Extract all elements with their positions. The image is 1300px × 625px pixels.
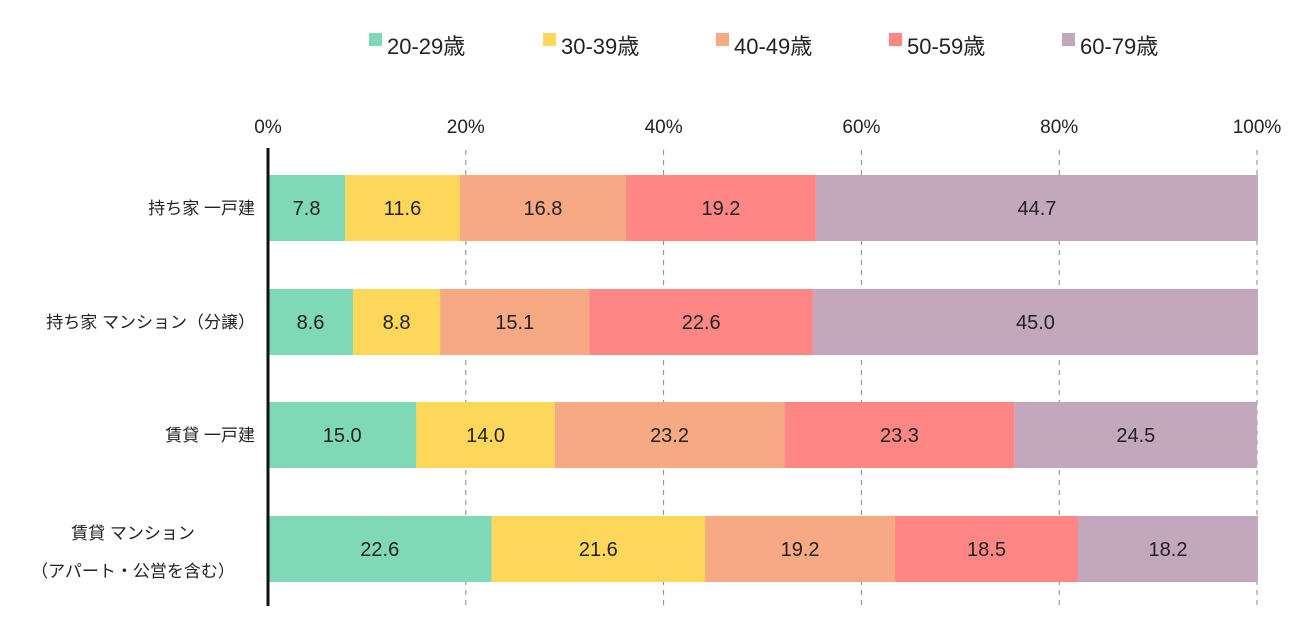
data-label: 18.5 (967, 539, 1006, 561)
x-tick-label: 80% (1040, 117, 1078, 138)
data-label: 16.8 (523, 198, 562, 220)
bar-segment (459, 175, 627, 241)
bar-segment (416, 402, 555, 468)
data-label: 15.0 (323, 425, 362, 447)
bar-segment (268, 402, 417, 468)
data-label: 22.6 (360, 539, 399, 561)
bar-row: 22.6 21.6 19.2 18.5 18.2 (268, 516, 1258, 582)
category-label: 持ち家 マンション（分譲） (46, 313, 255, 332)
bar-segment (353, 289, 441, 355)
legend-label: 40-49歳 (734, 34, 812, 59)
data-label: 19.2 (781, 539, 820, 561)
data-label: 8.8 (383, 312, 411, 334)
data-label: 15.1 (495, 312, 534, 334)
legend-item: 40-49歳 (716, 33, 812, 59)
bar-row: 8.6 8.8 15.1 22.6 45.0 (268, 289, 1258, 355)
legend-swatch (369, 33, 382, 46)
bar-segment (440, 289, 590, 355)
data-label: 11.6 (384, 198, 421, 220)
legend-item: 20-29歳 (369, 33, 465, 59)
bars: 7.8 11.6 16.8 19.2 44.7 8.6 8.8 15.1 22.6 45.0 15.… (268, 175, 1258, 582)
category-label: （アパート・公営を含む） (31, 562, 235, 581)
legend-swatch (543, 33, 556, 46)
data-label: 23.3 (880, 425, 919, 447)
data-label: 14.0 (466, 425, 505, 447)
bar-segment (1014, 402, 1257, 468)
bar-segment (491, 516, 706, 582)
data-label: 44.7 (1017, 198, 1056, 220)
legend-label: 30-39歳 (561, 34, 639, 59)
bar-row: 15.0 14.0 23.2 23.3 24.5 (268, 402, 1257, 468)
bar-segment (812, 289, 1258, 355)
x-tick-label: 0% (254, 117, 282, 138)
category-label: 賃貸 一戸建 (165, 426, 255, 445)
bar-segment (705, 516, 896, 582)
data-label: 18.2 (1149, 539, 1188, 561)
bar-segment (268, 516, 492, 582)
bar-segment (345, 175, 460, 241)
bar-segment (268, 175, 346, 241)
bar-segment (1077, 516, 1258, 582)
legend: 20-29歳 30-39歳 40-49歳 50-59歳 60-79歳 (369, 33, 1158, 59)
bar-segment (268, 289, 354, 355)
legend-swatch (889, 33, 902, 46)
legend-label: 50-59歳 (907, 34, 985, 59)
data-label: 22.6 (682, 312, 721, 334)
data-label: 19.2 (701, 198, 740, 220)
legend-item: 60-79歳 (1062, 33, 1158, 59)
legend-item: 30-39歳 (543, 33, 639, 59)
legend-swatch (1062, 33, 1075, 46)
legend-label: 60-79歳 (1080, 34, 1158, 59)
bar-row: 7.8 11.6 16.8 19.2 44.7 (268, 175, 1258, 241)
bar-segment (815, 175, 1258, 241)
data-label: 7.8 (293, 198, 321, 220)
legend-item: 50-59歳 (889, 33, 985, 59)
bar-segment (554, 402, 785, 468)
bar-segment (626, 175, 816, 241)
data-label: 21.6 (579, 539, 618, 561)
x-tick-label: 60% (842, 117, 880, 138)
legend-label: 20-29歳 (387, 34, 465, 59)
data-label: 45.0 (1016, 312, 1055, 334)
data-label: 8.6 (297, 312, 325, 334)
bar-segment (784, 402, 1015, 468)
x-tick-label: 100% (1233, 117, 1282, 138)
x-axis-ticks: 0% 20% 40% 60% 80% 100% (254, 117, 1281, 138)
legend-swatch (716, 33, 729, 46)
category-label: 賃貸 マンション (71, 524, 195, 543)
bar-segment (895, 516, 1078, 582)
data-label: 23.2 (650, 425, 689, 447)
x-tick-label: 40% (645, 117, 683, 138)
bar-segment (589, 289, 813, 355)
category-label: 持ち家 一戸建 (148, 199, 255, 218)
data-label: 24.5 (1116, 425, 1155, 447)
x-tick-label: 20% (447, 117, 485, 138)
